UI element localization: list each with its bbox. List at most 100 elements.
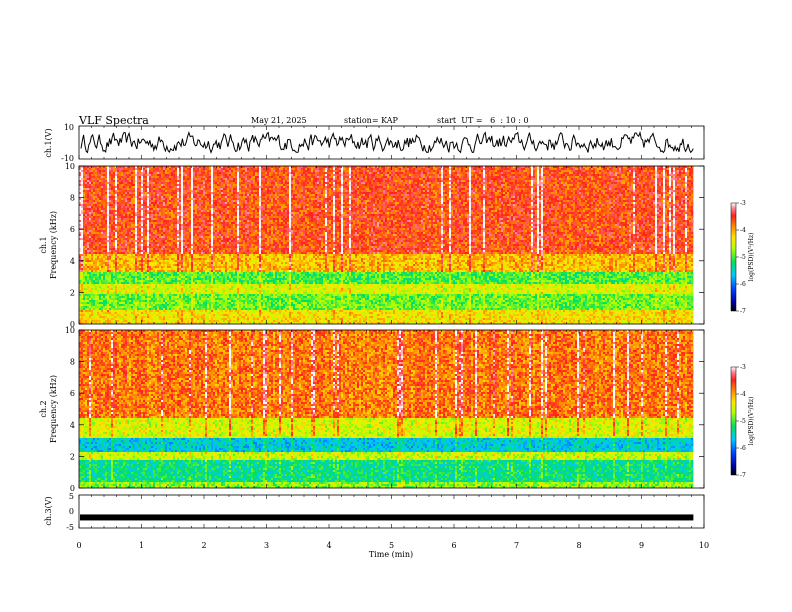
spectrogram-cell xyxy=(103,186,106,189)
spectrogram-cell xyxy=(387,190,390,193)
spectrogram-cell xyxy=(341,192,344,195)
spectrogram-cell xyxy=(543,186,546,189)
spectrogram-cell xyxy=(559,176,562,179)
spectrogram-cell xyxy=(137,170,140,173)
spectrogram-cell xyxy=(223,182,226,185)
spectrogram-cell xyxy=(193,166,196,169)
spectrogram-cell xyxy=(397,188,400,191)
spectrogram-cell xyxy=(215,190,218,193)
spectrogram-cell xyxy=(435,182,438,185)
spectrogram-cell xyxy=(129,178,132,181)
spectrogram-cell xyxy=(557,192,560,195)
spectrogram-cell xyxy=(391,196,394,199)
spectrogram-cell xyxy=(493,184,496,187)
spectrogram-cell xyxy=(539,168,542,171)
spectrogram-cell xyxy=(251,182,254,185)
spectrogram-cell xyxy=(371,170,374,173)
spectrogram-cell xyxy=(291,186,294,189)
spectrogram-cell xyxy=(301,174,304,177)
spectrogram-cell xyxy=(185,176,188,179)
spectrogram-cell xyxy=(185,172,188,175)
spectrogram-cell xyxy=(201,190,204,193)
spectrogram-cell xyxy=(237,182,240,185)
spectrogram-cell xyxy=(135,184,138,187)
spectrogram-cell xyxy=(177,180,180,183)
spectrogram-cell xyxy=(125,176,128,179)
spectrogram-cell xyxy=(135,178,138,181)
spectrogram-cell xyxy=(301,172,304,175)
spectrogram-cell xyxy=(437,176,440,179)
spectrogram-cell xyxy=(629,168,632,171)
spectrogram-cell xyxy=(373,182,376,185)
spectrogram-cell xyxy=(515,186,518,189)
spectrogram-cell xyxy=(279,168,282,171)
spectrogram-cell xyxy=(391,182,394,185)
spectrogram-cell xyxy=(375,170,378,173)
spectrogram-cell xyxy=(669,176,672,179)
spectrogram-cell xyxy=(275,166,278,169)
spectrogram-cell xyxy=(103,184,106,187)
spectrogram-cell xyxy=(143,190,146,193)
spectrogram-cell xyxy=(525,186,528,189)
spectrogram-cell xyxy=(425,180,428,183)
spectrogram-cell xyxy=(611,174,614,177)
spectrogram-cell xyxy=(619,166,622,169)
spectrogram-cell xyxy=(513,178,516,181)
spectrogram-cell xyxy=(477,196,480,199)
spectrogram-cell xyxy=(415,196,418,199)
spectrogram-cell xyxy=(661,194,664,197)
spectrogram-cell xyxy=(455,196,458,199)
spectrogram-cell xyxy=(643,178,646,181)
spectrogram-cell xyxy=(143,196,146,199)
spectrogram-cell xyxy=(387,194,390,197)
spectrogram-cell xyxy=(161,186,164,189)
spectrogram-cell xyxy=(519,176,522,179)
spectrogram-cell xyxy=(119,180,122,183)
spectrogram-cell xyxy=(155,180,158,183)
spectrogram-cell xyxy=(687,182,690,185)
spectrogram-cell xyxy=(231,172,234,175)
spectrogram-cell xyxy=(513,188,516,191)
spectrogram-cell xyxy=(321,186,324,189)
spectrogram-cell xyxy=(323,168,326,171)
spectrogram-cell xyxy=(465,192,468,195)
spectrogram-cell xyxy=(395,176,398,179)
spectrogram-cell xyxy=(615,180,618,183)
spectrogram-cell xyxy=(199,172,202,175)
spectrogram-cell xyxy=(523,192,526,195)
spectrogram-cell xyxy=(443,172,446,175)
spectrogram-cell xyxy=(355,168,358,171)
spectrogram-cell xyxy=(401,184,404,187)
spectrogram-cell xyxy=(353,176,356,179)
spectrogram-cell xyxy=(611,182,614,185)
spectrogram-cell xyxy=(617,178,620,181)
spectrogram-cell xyxy=(519,168,522,171)
spectrogram-cell xyxy=(455,182,458,185)
spectrogram-cell xyxy=(653,178,656,181)
spectrogram-cell xyxy=(95,190,98,193)
spectrogram-cell xyxy=(247,184,250,187)
spectrogram-cell xyxy=(163,176,166,179)
spectrogram-cell xyxy=(249,192,252,195)
spectrogram-cell xyxy=(563,172,566,175)
spectrogram-cell xyxy=(541,172,544,175)
spectrogram-cell xyxy=(141,190,144,193)
spectrogram-cell xyxy=(429,190,432,193)
spectrogram-cell xyxy=(543,174,546,177)
spectrogram-cell xyxy=(315,190,318,193)
spectrogram-cell xyxy=(217,166,220,169)
spectrogram-cell xyxy=(495,186,498,189)
spectrogram-cell xyxy=(603,176,606,179)
spectrogram-cell xyxy=(413,176,416,179)
spectrogram-cell xyxy=(481,196,484,199)
spectrogram-cell xyxy=(89,166,92,169)
spectrogram-cell xyxy=(603,184,606,187)
spectrogram-cell xyxy=(663,186,666,189)
spectrogram-cell xyxy=(455,180,458,183)
spectrogram-cell xyxy=(461,194,464,197)
spectrogram-cell xyxy=(655,172,658,175)
spectrogram-cell xyxy=(283,184,286,187)
spectrogram-cell xyxy=(245,182,248,185)
spectrogram-cell xyxy=(257,184,260,187)
spectrogram-cell xyxy=(461,186,464,189)
